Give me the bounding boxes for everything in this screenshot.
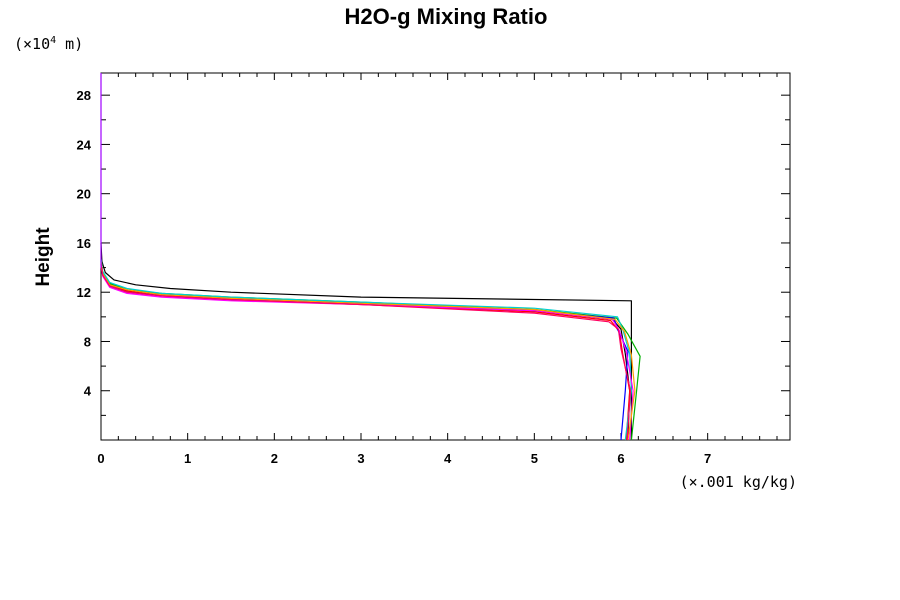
plot-frame xyxy=(100,72,791,441)
y-tick-label: 24 xyxy=(77,137,92,152)
series-line-6 xyxy=(100,258,633,441)
series-line-1 xyxy=(100,242,633,440)
chart-title: H2O-g Mixing Ratio xyxy=(345,4,548,29)
y-axis-unit: (×104 m) xyxy=(14,35,83,53)
x-tick-label: 7 xyxy=(704,451,711,466)
series-line-5 xyxy=(100,263,629,441)
x-tick-label: 6 xyxy=(617,451,624,466)
series-group xyxy=(100,73,641,441)
y-axis-label: Height xyxy=(33,227,54,287)
y-tick-label: 12 xyxy=(77,285,91,300)
x-tick-label: 0 xyxy=(97,451,104,466)
series-line-4 xyxy=(100,260,641,441)
y-tick-label: 4 xyxy=(84,384,92,399)
y-tick-label: 28 xyxy=(77,88,91,103)
y-tick-label: 20 xyxy=(77,187,91,202)
y-tick-label: 8 xyxy=(84,334,91,349)
x-tick-label: 3 xyxy=(357,451,364,466)
series-line-7 xyxy=(100,265,634,441)
x-tick-label: 4 xyxy=(444,451,452,466)
x-tick-label: 1 xyxy=(184,451,191,466)
series-line-9 xyxy=(100,263,632,441)
y-tick-label: 16 xyxy=(77,236,91,251)
x-tick-label: 2 xyxy=(271,451,278,466)
x-axis-unit: (×.001 kg/kg) xyxy=(680,473,797,491)
series-line-8 xyxy=(100,261,636,441)
x-tick-label: 5 xyxy=(531,451,538,466)
series-line-2 xyxy=(100,261,631,441)
